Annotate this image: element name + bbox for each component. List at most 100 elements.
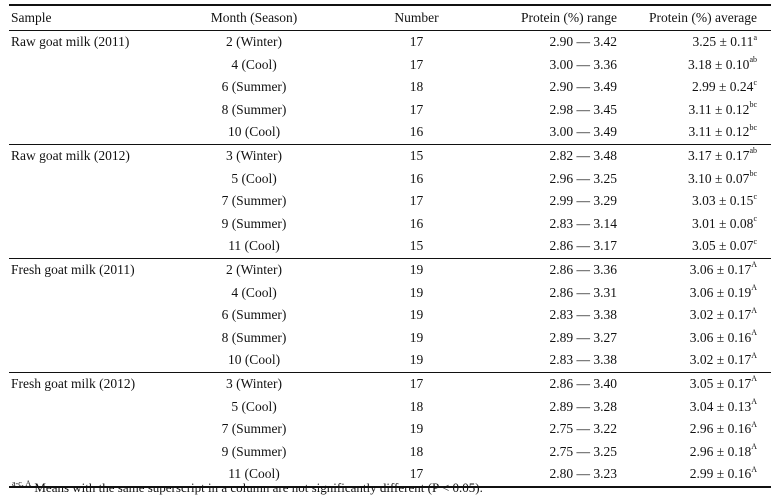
significance-superscript: bc <box>749 122 757 132</box>
range-cell: 2.89 — 3.27 <box>549 329 618 345</box>
range-cell: 2.90 — 3.42 <box>549 34 618 49</box>
table-row: 10 (Cool) 16 3.00 — 3.49 3.11 ± 0.12bc <box>9 121 771 144</box>
range-cell: 2.86 — 3.40 <box>549 375 618 391</box>
sample-cell <box>9 213 179 236</box>
sample-cell <box>9 282 179 305</box>
sample-cell: Fresh goat milk (2012) <box>11 375 136 391</box>
range-cell: 2.86 — 3.31 <box>549 284 618 300</box>
table-row: 4 (Cool) 19 2.86 — 3.31 3.06 ± 0.19A <box>9 282 771 305</box>
average-cell: 3.06 ± 0.19A <box>639 282 771 305</box>
average-cell: 3.18 ± 0.10ab <box>639 54 771 77</box>
average-value: 3.06 ± 0.17 <box>689 261 752 277</box>
table-row: 8 (Summer) 17 2.98 — 3.45 3.11 ± 0.12bc <box>9 99 771 122</box>
average-cell: 3.10 ± 0.07bc <box>639 168 771 191</box>
header-sample: Sample <box>11 10 52 25</box>
range-cell: 2.83 — 3.38 <box>549 352 618 368</box>
average-value: 3.02 ± 0.17 <box>689 307 752 323</box>
significance-superscript: A <box>751 442 757 452</box>
significance-superscript: ab <box>749 55 757 65</box>
number-cell: 18 <box>409 443 424 459</box>
range-cell: 2.83 — 3.38 <box>549 307 618 323</box>
month-cell: 8 (Summer) <box>221 101 287 117</box>
month-cell: 2 (Winter) <box>225 261 283 277</box>
month-cell: 6 (Summer) <box>221 307 287 323</box>
table-row: 6 (Summer) 18 2.90 — 3.49 2.99 ± 0.24c <box>9 76 771 99</box>
table-row: 4 (Cool) 17 3.00 — 3.36 3.18 ± 0.10ab <box>9 54 771 77</box>
sample-cell <box>9 327 179 350</box>
sample-cell: Fresh goat milk (2011) <box>11 261 135 277</box>
significance-superscript: c <box>753 214 757 224</box>
table-row: 6 (Summer) 19 2.83 — 3.38 3.02 ± 0.17A <box>9 304 771 327</box>
average-value: 2.99 ± 0.16 <box>689 466 752 482</box>
table-row: 9 (Summer) 18 2.75 — 3.25 2.96 ± 0.18A <box>9 441 771 464</box>
sample-cell <box>9 168 179 191</box>
average-cell: 3.02 ± 0.17A <box>639 349 771 372</box>
average-value: 2.96 ± 0.18 <box>689 443 752 459</box>
significance-superscript: A <box>751 350 757 360</box>
range-cell: 2.98 — 3.45 <box>549 101 618 117</box>
table-row: 5 (Cool) 18 2.89 — 3.28 3.04 ± 0.13A <box>9 396 771 419</box>
significance-superscript: c <box>753 191 757 201</box>
number-cell: 16 <box>409 124 424 140</box>
average-value: 3.05 ± 0.07 <box>692 238 754 254</box>
table-row: Fresh goat milk (2012) 3 (Winter) 17 2.86 —… <box>9 372 771 395</box>
average-value: 3.25 ± 0.11 <box>692 34 754 49</box>
average-value: 3.06 ± 0.16 <box>689 329 752 345</box>
average-cell: 3.03 ± 0.15c <box>639 190 771 213</box>
month-cell: 3 (Winter) <box>225 147 283 163</box>
average-cell: 3.05 ± 0.17A <box>639 372 771 395</box>
average-cell: 2.96 ± 0.18A <box>639 441 771 464</box>
average-cell: 2.96 ± 0.16A <box>639 418 771 441</box>
table-row: 11 (Cool) 15 2.86 — 3.17 3.05 ± 0.07c <box>9 235 771 258</box>
range-cell: 2.83 — 3.14 <box>549 215 618 231</box>
table-row: Raw goat milk (2011) 2 (Winter) 17 2.90 — 3… <box>9 31 771 54</box>
range-cell: 2.75 — 3.22 <box>549 421 618 437</box>
average-value: 2.99 ± 0.24 <box>692 79 754 95</box>
range-cell: 2.96 — 3.25 <box>549 170 618 186</box>
sample-cell <box>9 121 179 144</box>
average-value: 3.02 ± 0.17 <box>689 352 752 368</box>
average-cell: 3.06 ± 0.16A <box>639 327 771 350</box>
number-cell: 19 <box>409 284 424 300</box>
sample-cell: Raw goat milk (2011) <box>11 34 130 49</box>
header-average: Protein (%) average <box>649 10 757 25</box>
sample-group: Raw goat milk (2011) 2 (Winter) 17 2.90 — 3… <box>9 31 771 145</box>
footnote-superscript: a-c, A <box>12 478 32 488</box>
month-cell: 7 (Summer) <box>221 193 287 209</box>
significance-superscript: A <box>751 419 757 429</box>
significance-superscript: bc <box>749 100 757 110</box>
sample-cell <box>9 99 179 122</box>
footnote: a-c, A Means with the same superscript i… <box>12 478 483 496</box>
number-cell: 19 <box>409 329 424 345</box>
significance-superscript: A <box>751 305 757 315</box>
sample-cell: Raw goat milk (2012) <box>11 147 130 163</box>
table-row: 11 (Cool) 17 2.80 — 3.23 2.99 ± 0.16A <box>9 463 771 487</box>
average-cell: 3.06 ± 0.17A <box>639 258 771 281</box>
number-cell: 19 <box>409 307 424 323</box>
average-value: 3.03 ± 0.15 <box>692 193 754 209</box>
month-cell: 5 (Cool) <box>231 398 277 414</box>
average-cell: 3.01 ± 0.08c <box>639 213 771 236</box>
average-cell: 3.05 ± 0.07c <box>639 235 771 258</box>
month-cell: 7 (Summer) <box>221 421 287 437</box>
significance-superscript: A <box>751 374 757 384</box>
significance-superscript: a <box>753 32 757 42</box>
table-row: 5 (Cool) 16 2.96 — 3.25 3.10 ± 0.07bc <box>9 168 771 191</box>
sample-cell <box>9 76 179 99</box>
table-row: 7 (Summer) 17 2.99 — 3.29 3.03 ± 0.15c <box>9 190 771 213</box>
average-value: 3.11 ± 0.12 <box>688 124 750 140</box>
average-value: 2.96 ± 0.16 <box>689 421 752 437</box>
number-cell: 19 <box>409 352 424 368</box>
range-cell: 2.89 — 3.28 <box>549 398 618 414</box>
significance-superscript: A <box>751 397 757 406</box>
average-value: 3.18 ± 0.10 <box>688 56 750 72</box>
month-cell: 4 (Cool) <box>231 284 277 300</box>
month-cell: 11 (Cool) <box>228 466 280 482</box>
header-range: Protein (%) range <box>521 10 617 25</box>
month-cell: 4 (Cool) <box>231 56 277 72</box>
month-cell: 10 (Cool) <box>227 124 281 140</box>
header-row: Sample Month (Season) Number Protein (%)… <box>9 5 771 31</box>
range-cell: 2.80 — 3.23 <box>549 466 618 482</box>
number-cell: 17 <box>409 101 424 117</box>
table-header: Sample Month (Season) Number Protein (%)… <box>9 5 771 31</box>
